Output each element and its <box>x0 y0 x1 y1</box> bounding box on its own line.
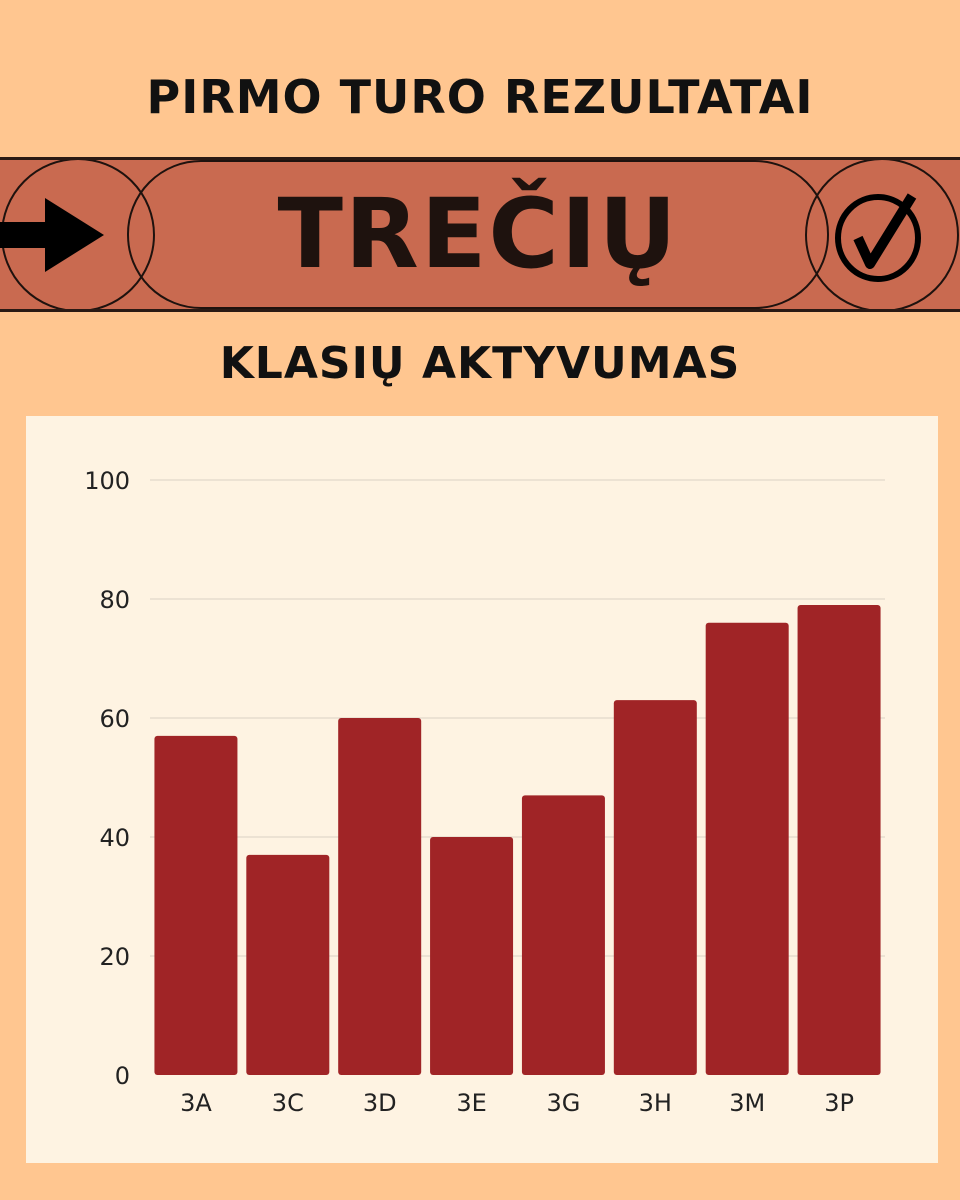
bar <box>797 604 881 1075</box>
x-tick-label: 3C <box>272 1089 304 1117</box>
band-label: TREČIŲ <box>277 178 679 290</box>
arrow-right-icon <box>0 198 104 272</box>
x-tick-label: 3M <box>729 1089 765 1117</box>
title-band: TREČIŲ <box>0 157 960 312</box>
x-tick-label: 3P <box>824 1089 854 1117</box>
bar <box>430 837 514 1075</box>
bar <box>338 718 422 1075</box>
page-title: PIRMO TURO REZULTATAI <box>146 70 814 124</box>
bar <box>521 795 605 1075</box>
y-tick-label: 20 <box>99 943 130 971</box>
x-tick-label: 3E <box>456 1089 486 1117</box>
x-tick-label: 3H <box>639 1089 672 1117</box>
y-tick-label: 0 <box>115 1062 130 1090</box>
x-tick-label: 3D <box>363 1089 397 1117</box>
bar-chart: 0 20 40 60 80 100 3A 3C 3D 3E 3G 3H 3M 3P <box>84 467 885 1117</box>
bar <box>613 700 697 1075</box>
bar <box>154 735 238 1075</box>
x-tick-label: 3A <box>180 1089 212 1117</box>
bar <box>705 622 789 1075</box>
y-tick-label: 40 <box>99 824 130 852</box>
y-tick-label: 80 <box>99 586 130 614</box>
band-decoration <box>0 160 959 309</box>
bar <box>246 854 330 1075</box>
x-tick-label: 3G <box>547 1089 581 1117</box>
y-tick-label: 60 <box>99 705 130 733</box>
check-circle-icon <box>835 193 921 282</box>
chart-subtitle: KLASIŲ AKTYVUMAS <box>219 338 741 389</box>
y-tick-label: 100 <box>84 467 130 495</box>
chart-panel: 0 20 40 60 80 100 3A 3C 3D 3E 3G 3H 3M 3P <box>26 416 938 1163</box>
